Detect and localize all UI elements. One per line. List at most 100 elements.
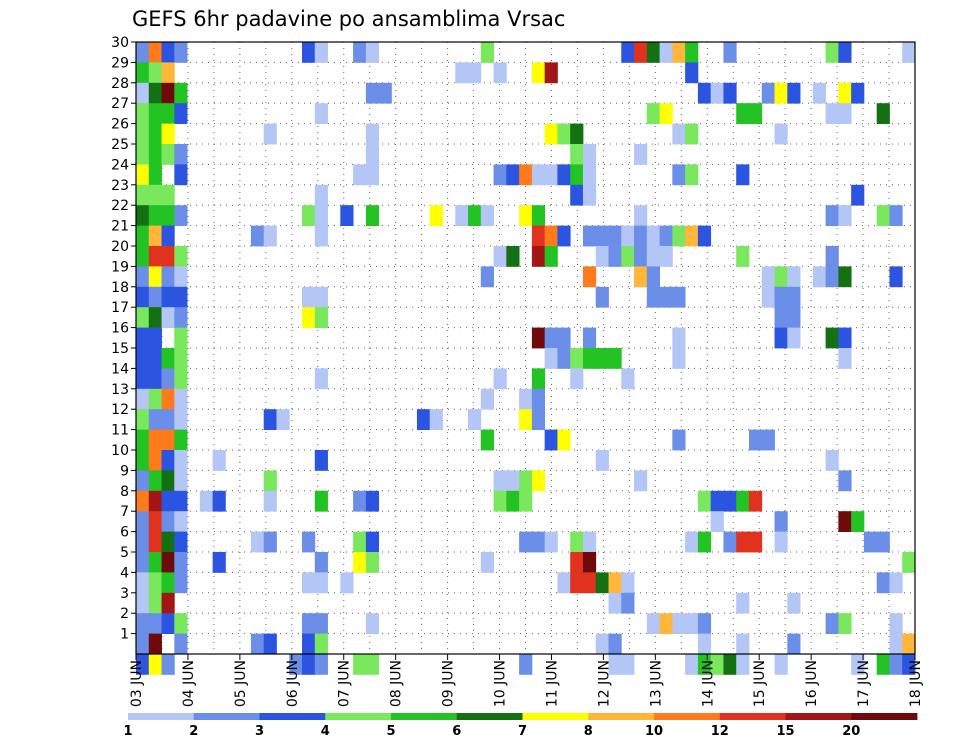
precip-cell (174, 103, 188, 124)
precip-cell (659, 246, 673, 267)
precip-cell (761, 82, 775, 104)
precip-cell (634, 266, 648, 288)
precip-cell (314, 552, 328, 573)
precip-cell (838, 327, 852, 349)
precip-cell (136, 572, 150, 594)
precip-cell (570, 184, 584, 206)
precip-cell (136, 266, 150, 288)
y-tick-label: 18 (111, 280, 129, 296)
precip-cell (621, 368, 635, 390)
precip-cell (161, 552, 175, 573)
precip-cell (646, 246, 660, 267)
precip-cell (531, 205, 546, 226)
precip-cell (582, 327, 597, 349)
precip-cell (582, 552, 597, 573)
precip-cell (697, 613, 712, 634)
precip-cell (519, 490, 533, 512)
precip-cell (646, 225, 660, 247)
precip-cell (557, 123, 571, 145)
precip-cell (493, 490, 507, 512)
x-tick-label: 10 JUN (493, 660, 509, 707)
precip-cell (136, 42, 150, 63)
precip-cell (136, 552, 150, 573)
precip-cell (416, 409, 431, 430)
precip-cell (353, 164, 367, 186)
precip-cell (519, 388, 533, 410)
precip-cell (787, 327, 801, 349)
precip-cell (263, 531, 277, 553)
precip-cell (136, 144, 150, 165)
precip-cell (531, 327, 546, 349)
precip-cell (672, 327, 686, 349)
x-axis-ticks: 03 JUN 04 JUN 05 JUN 06 JUN 07 JUN 08 JUN 09 J… (129, 654, 924, 707)
precip-cell (263, 409, 277, 430)
x-tick-label: 16 JUN (804, 660, 820, 707)
precip-cell (697, 531, 712, 553)
precip-cell (902, 654, 916, 675)
precip-cell (557, 327, 571, 349)
precip-cell (582, 348, 597, 369)
precip-cell (723, 82, 737, 104)
precip-cell (250, 633, 265, 655)
precip-cell (365, 42, 380, 63)
precip-cell (685, 613, 699, 634)
precip-cell (838, 470, 852, 492)
precip-cell (774, 82, 788, 104)
precip-cell (161, 490, 175, 512)
precip-cell (136, 164, 150, 186)
precip-cell (685, 123, 699, 145)
y-tick-label: 11 (111, 423, 129, 439)
precip-cell (531, 225, 546, 247)
precip-cell (519, 654, 533, 675)
precip-cell (570, 572, 584, 594)
precip-cell (148, 246, 162, 267)
precip-cell (736, 654, 750, 675)
colorbar-label: 1 (123, 724, 132, 739)
precip-cell (148, 82, 162, 104)
precip-cell (557, 225, 571, 247)
precip-cell (889, 205, 903, 226)
precip-cell (148, 307, 162, 328)
precip-cell (302, 633, 316, 655)
precip-cell (876, 205, 890, 226)
precip-cell (519, 164, 533, 186)
x-tick-label: 06 JUN (285, 660, 301, 707)
precip-cell (748, 429, 763, 451)
precip-cell (161, 307, 175, 328)
precip-cell (174, 613, 188, 634)
precip-cell (748, 531, 763, 553)
precip-cell (544, 429, 558, 451)
precip-cell (148, 123, 162, 145)
precip-cell (174, 205, 188, 226)
precip-cell (838, 613, 852, 634)
x-tick-label: 05 JUN (233, 660, 249, 707)
y-tick-label: 27 (111, 96, 129, 112)
precip-cell (723, 42, 737, 63)
precip-cell (710, 82, 724, 104)
precip-cell (889, 613, 903, 634)
precip-cell (595, 633, 609, 655)
y-tick-label: 21 (111, 219, 129, 235)
precip-cell (480, 552, 494, 573)
precip-cell (582, 164, 597, 186)
y-tick-label: 17 (111, 300, 129, 316)
precip-cell (736, 103, 750, 124)
precip-cell (314, 633, 328, 655)
precip-cell (710, 654, 724, 675)
precip-cell (136, 246, 150, 267)
precip-cell (634, 470, 648, 492)
precip-cell (136, 327, 150, 349)
colorbar-swatch (654, 713, 721, 720)
precip-cell (314, 286, 328, 308)
x-tick-label: 11 JUN (544, 660, 560, 707)
precip-cell (621, 572, 635, 594)
precip-cell (761, 266, 775, 288)
precip-cell (659, 225, 673, 247)
precip-cell (174, 409, 188, 430)
precip-cell (672, 225, 686, 247)
precip-cell (697, 225, 712, 247)
precip-cell (136, 654, 150, 675)
x-tick-label: 04 JUN (181, 660, 197, 707)
precip-cell (825, 103, 839, 124)
precip-cell (199, 490, 214, 512)
